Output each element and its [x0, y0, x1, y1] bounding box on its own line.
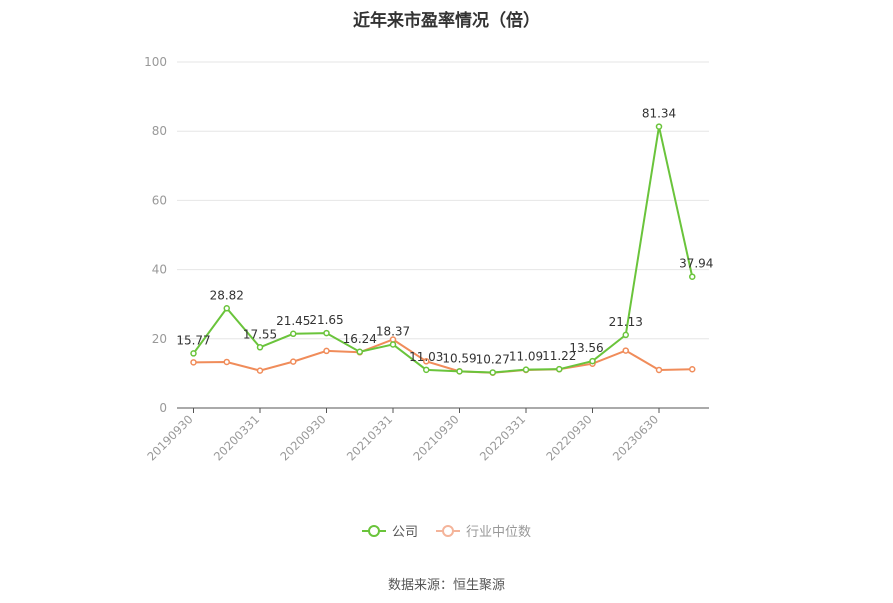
data-point — [323, 347, 330, 355]
data-point — [223, 358, 230, 366]
x-tick-label: 20200930 — [277, 412, 328, 463]
x-tick-label: 20190930 — [144, 412, 195, 463]
data-label: 21.65 — [309, 313, 343, 327]
data-point — [389, 341, 397, 348]
data-label: 16.24 — [343, 332, 377, 346]
data-label: 21.45 — [276, 314, 310, 328]
x-tick-label: 20230630 — [610, 412, 661, 463]
data-point — [356, 348, 363, 356]
data-label: 11.03 — [409, 350, 443, 364]
y-tick-label: 60 — [152, 193, 167, 207]
data-point — [423, 366, 430, 374]
data-source: 数据来源：恒生聚源 — [387, 578, 505, 593]
data-label: 15.77 — [176, 333, 210, 347]
legend-swatch-industry — [436, 524, 460, 538]
data-point — [190, 350, 197, 357]
chart-title: 近年来市盈率情况（倍） — [353, 11, 540, 31]
data-point — [556, 365, 563, 373]
y-tick-label: 80 — [152, 124, 167, 138]
data-point — [689, 365, 696, 373]
legend-item-company[interactable]: 公司 — [361, 521, 418, 540]
data-point — [190, 359, 197, 366]
data-point — [290, 330, 297, 338]
legend-label-industry: 行业中位数 — [466, 525, 532, 540]
data-point — [456, 368, 463, 375]
data-label: 13.56 — [569, 341, 603, 355]
data-label: 11.09 — [509, 350, 543, 364]
y-tick-label: 0 — [159, 401, 167, 415]
x-tick-label: 20220331 — [477, 412, 528, 463]
data-point — [589, 357, 596, 365]
data-point — [323, 329, 330, 337]
data-label: 10.27 — [476, 352, 510, 366]
data-label: 11.22 — [542, 349, 576, 363]
data-label: 28.82 — [210, 288, 244, 302]
data-point — [489, 369, 496, 376]
legend-label-company: 公司 — [391, 525, 418, 540]
data-point — [622, 347, 629, 354]
y-tick-label: 100 — [144, 55, 167, 69]
x-tick-label: 20210331 — [344, 412, 395, 463]
data-point — [256, 367, 264, 374]
data-point — [223, 305, 230, 312]
data-label: 21.13 — [609, 315, 643, 329]
data-point — [256, 344, 264, 351]
legend-item-industry[interactable]: 行业中位数 — [436, 521, 531, 540]
data-point — [655, 366, 663, 374]
data-point — [655, 123, 663, 130]
data-label: 18.37 — [376, 324, 410, 338]
y-tick-label: 40 — [152, 263, 167, 277]
data-point — [290, 358, 297, 365]
y-tick-label: 20 — [152, 332, 167, 346]
x-tick-label: 20200331 — [211, 412, 262, 463]
data-point — [689, 273, 696, 280]
legend-swatch-company — [361, 524, 386, 538]
series-line-industry — [193, 338, 693, 374]
data-label: 17.55 — [243, 327, 277, 341]
data-label: 81.34 — [642, 107, 676, 121]
x-tick-label: 20220930 — [543, 412, 594, 463]
data-point — [522, 366, 530, 373]
x-tick-label: 20210930 — [410, 412, 461, 463]
data-label: 37.94 — [679, 257, 713, 271]
data-point — [423, 358, 430, 365]
legend: 公司 行业中位数 — [0, 521, 893, 540]
data-point — [622, 331, 629, 339]
series-line-company — [192, 126, 694, 374]
data-label: 10.59 — [442, 351, 476, 365]
